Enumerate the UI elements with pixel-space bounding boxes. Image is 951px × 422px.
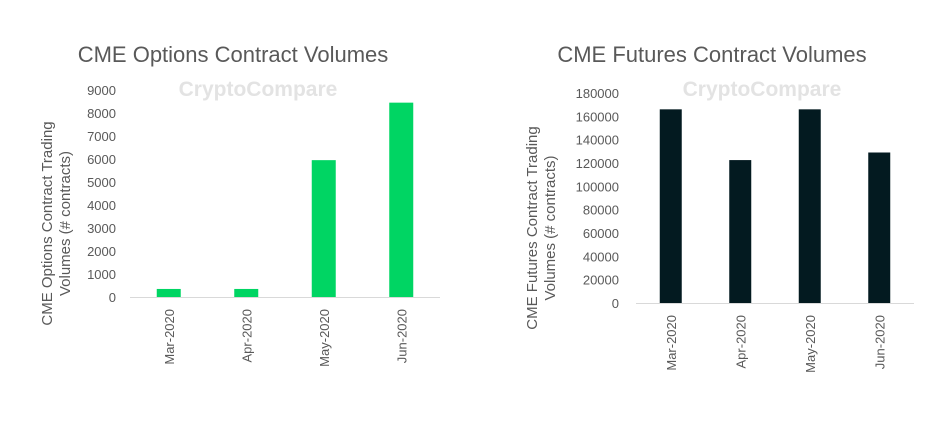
- x-tick-label: Jun-2020: [872, 315, 887, 369]
- bar: [156, 288, 181, 297]
- bar: [659, 109, 682, 303]
- y-tick-label: 5000: [87, 175, 116, 190]
- y-tick-label: 8000: [87, 106, 116, 121]
- y-tick-label: 60000: [583, 226, 619, 241]
- bar: [798, 109, 821, 303]
- chart-1: CME Options Contract Volumes CryptoCompar…: [39, 42, 440, 367]
- x-tick-label: Jun-2020: [394, 309, 409, 363]
- y-tick-label: 3000: [87, 221, 116, 236]
- y-tick-label: 80000: [583, 203, 619, 218]
- y-tick-label: 180000: [576, 86, 619, 101]
- y-axis-label-line1: CME Options Contract Trading: [39, 121, 56, 325]
- y-tick-label: 9000: [87, 83, 116, 98]
- bar: [311, 160, 336, 297]
- bar: [234, 288, 259, 297]
- bar: [389, 102, 414, 298]
- y-tick-label: 0: [109, 290, 116, 305]
- y-tick-label: 1000: [87, 267, 116, 282]
- y-tick-label: 100000: [576, 179, 619, 194]
- y-tick-label: 0: [612, 296, 619, 311]
- y-tick-label: 7000: [87, 129, 116, 144]
- x-tick-label: Apr-2020: [239, 309, 254, 362]
- bar: [729, 160, 752, 303]
- x-tick-label: May-2020: [317, 309, 332, 367]
- y-tick-label: 40000: [583, 249, 619, 264]
- x-tick-label: May-2020: [803, 315, 818, 373]
- y-tick-label: 140000: [576, 133, 619, 148]
- chart-title: CME Futures Contract Volumes: [557, 42, 866, 67]
- watermark-logo: CryptoCompare: [179, 78, 338, 101]
- x-tick-label: Mar-2020: [162, 309, 177, 365]
- y-tick-label: 6000: [87, 152, 116, 167]
- watermark-logo: CryptoCompare: [683, 78, 842, 101]
- y-tick-label: 120000: [576, 156, 619, 171]
- x-tick-label: Apr-2020: [733, 315, 748, 368]
- x-tick-label: Mar-2020: [664, 315, 679, 371]
- y-tick-label: 2000: [87, 244, 116, 259]
- y-axis-label-line2: Volumes (# contracts): [57, 151, 74, 296]
- y-tick-label: 4000: [87, 198, 116, 213]
- y-tick-label: 160000: [576, 109, 619, 124]
- bar: [868, 152, 891, 303]
- chart-2: CME Futures Contract Volumes CryptoCompar…: [524, 42, 914, 373]
- y-axis-label-line2: Volumes (# contracts): [542, 155, 559, 300]
- y-tick-label: 20000: [583, 273, 619, 288]
- y-axis-label-line1: CME Futures Contract Trading: [524, 126, 541, 329]
- chart-title: CME Options Contract Volumes: [78, 42, 389, 67]
